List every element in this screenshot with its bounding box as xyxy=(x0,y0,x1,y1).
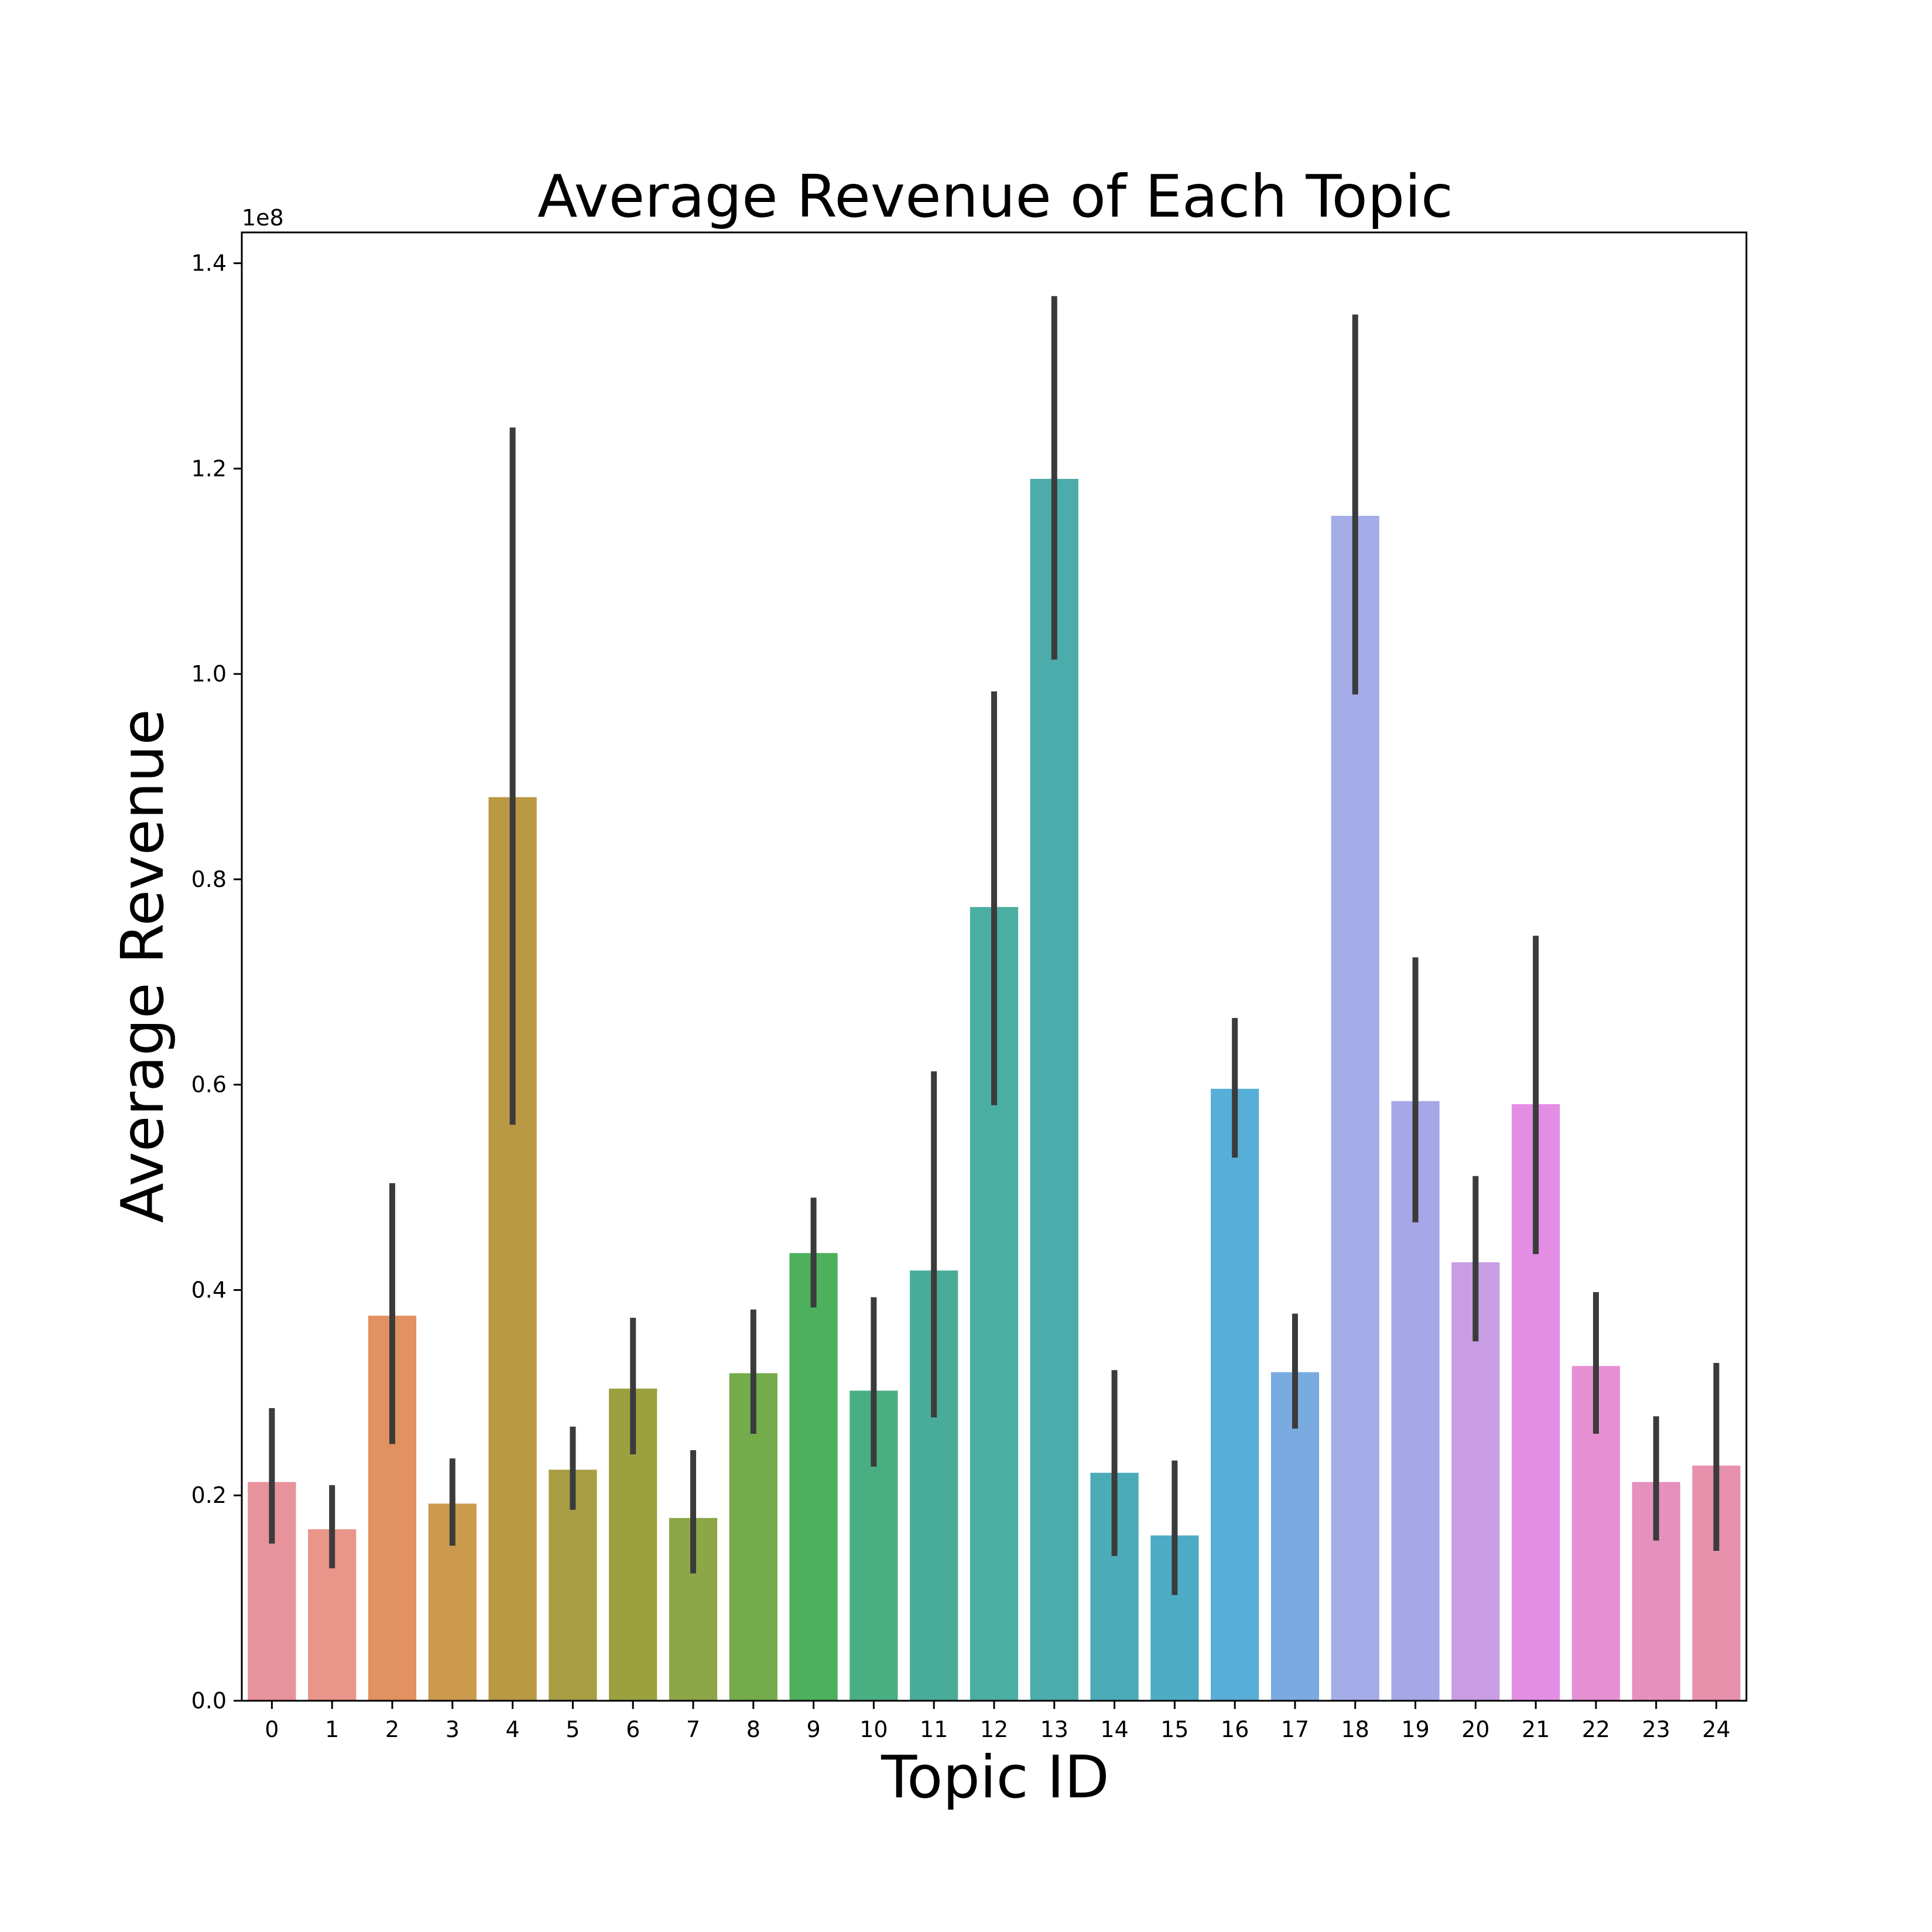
x-tick-label: 8 xyxy=(746,1717,761,1742)
y-axis-label: Average Revenue xyxy=(108,709,177,1223)
y-tick-label: 0.8 xyxy=(191,866,227,892)
x-tick-label: 10 xyxy=(859,1717,888,1742)
x-tick-label: 11 xyxy=(920,1717,948,1742)
x-tick-label: 9 xyxy=(807,1717,821,1742)
y-tick-label: 1.2 xyxy=(191,455,227,481)
x-tick-label: 4 xyxy=(506,1717,520,1742)
x-tick-label: 24 xyxy=(1702,1717,1730,1742)
x-tick-label: 19 xyxy=(1401,1717,1429,1742)
x-tick-label: 13 xyxy=(1040,1717,1068,1742)
y-tick-label: 0.4 xyxy=(191,1277,227,1303)
x-axis-label: Topic ID xyxy=(881,1743,1109,1811)
x-tick-label: 18 xyxy=(1341,1717,1369,1742)
x-tick-label: 2 xyxy=(385,1717,399,1742)
y-tick-label: 1.0 xyxy=(191,661,227,687)
x-tick-label: 7 xyxy=(686,1717,700,1742)
bar-topic-16 xyxy=(1211,1088,1259,1701)
x-tick-label: 0 xyxy=(265,1717,279,1742)
x-tick-label: 6 xyxy=(626,1717,640,1742)
y-ticks-layer: 0.0 0.2 0.4 0.6 0.8 1.0 1.2 1.4 xyxy=(191,251,242,1714)
x-tick-label: 17 xyxy=(1281,1717,1309,1742)
y-tick-label: 1.4 xyxy=(191,251,227,276)
x-tick-label: 15 xyxy=(1160,1717,1188,1742)
x-tick-label: 3 xyxy=(446,1717,460,1742)
bar-topic-13 xyxy=(1030,478,1078,1701)
plot-frame xyxy=(241,231,1748,1702)
x-tick-label: 20 xyxy=(1461,1717,1489,1742)
x-tick-label: 14 xyxy=(1100,1717,1128,1742)
x-tick-label: 22 xyxy=(1582,1717,1610,1742)
bar-topic-9 xyxy=(789,1253,838,1701)
x-tick-label: 5 xyxy=(566,1717,580,1742)
y-tick-label: 0.0 xyxy=(191,1688,227,1714)
x-tick-label: 12 xyxy=(980,1717,1008,1742)
bars-layer xyxy=(248,478,1741,1701)
y-offset-label: 1e8 xyxy=(242,205,284,231)
x-tick-label: 1 xyxy=(325,1717,339,1742)
x-ticks-layer: 0 1 2 3 4 5 6 7 8 9 10 11 12 13 14 15 16 17 18 19 20 21 22 23 24 xyxy=(265,1701,1731,1742)
bar-topic-18 xyxy=(1331,516,1379,1701)
chart-title: Average Revenue of Each Topic xyxy=(537,162,1453,231)
y-tick-label: 0.6 xyxy=(191,1072,227,1098)
x-tick-label: 16 xyxy=(1221,1717,1249,1742)
y-tick-label: 0.2 xyxy=(191,1482,227,1508)
x-tick-label: 21 xyxy=(1522,1717,1550,1742)
error-bars-layer xyxy=(269,296,1719,1595)
x-tick-label: 23 xyxy=(1642,1717,1670,1742)
